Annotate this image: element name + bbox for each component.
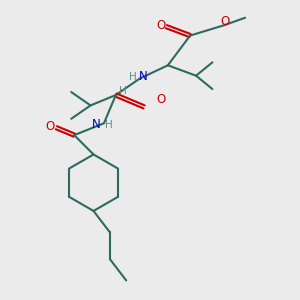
Text: H: H — [105, 120, 113, 130]
Text: H: H — [119, 85, 127, 96]
Text: N: N — [139, 70, 148, 83]
Text: N: N — [92, 118, 101, 131]
Text: O: O — [46, 120, 55, 133]
Text: O: O — [220, 15, 230, 28]
Text: H: H — [129, 72, 136, 82]
Text: O: O — [157, 93, 166, 106]
Text: O: O — [156, 19, 166, 32]
